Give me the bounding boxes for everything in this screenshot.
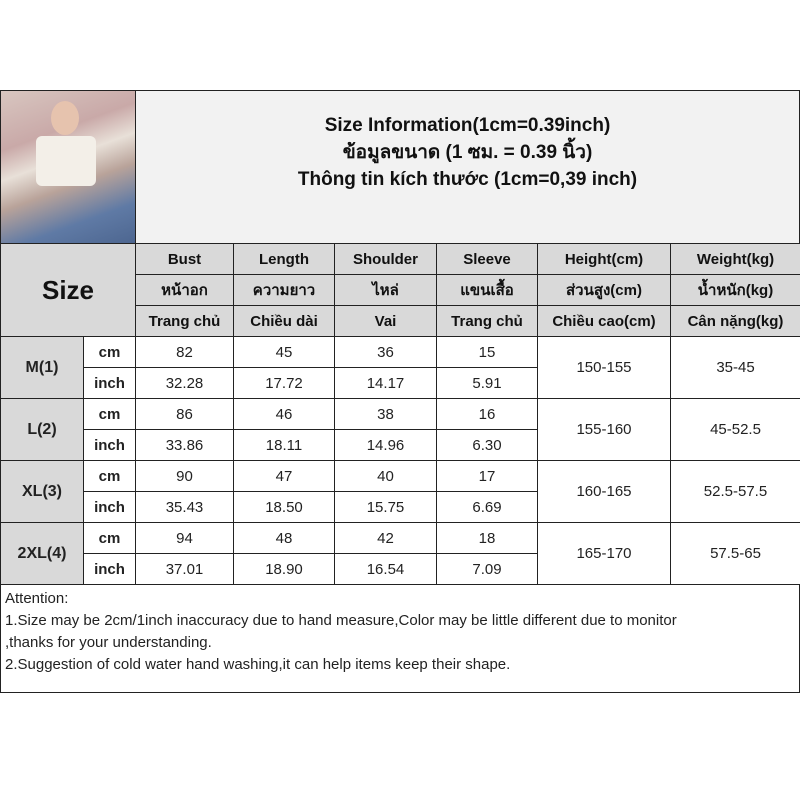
measurement-cell: 16 [436,398,538,430]
table-row: L(2) cm 86 46 38 16 155-160 45-52.5 [0,398,800,461]
header-row: หน้าอก ความยาว ไหล่ แขนเสื้อ ส่วนสูง(cm) น้ำห… [1,274,800,306]
column-header: Trang chủ [135,305,234,337]
column-header: น้ำหนัก(kg) [670,274,800,306]
column-header: Weight(kg) [670,243,800,275]
product-photo [1,91,136,243]
height-cell: 155-160 [537,398,671,461]
column-header: Cân nặng(kg) [670,305,800,337]
measurement-cell: 47 [233,460,335,492]
title-th: ข้อมูลขนาด (1 ซม. = 0.39 นิ้ว) [342,141,593,163]
column-header: Height(cm) [537,243,671,275]
measurement-cell: 5.91 [436,367,538,399]
size-label: M(1) [0,336,84,399]
table-row: 2XL(4) cm 94 48 42 18 165-170 57.5-65 [0,522,800,585]
size-label: 2XL(4) [0,522,84,585]
measurement-cell: 16.54 [334,553,437,585]
size-label: XL(3) [0,460,84,523]
column-header: Vai [334,305,437,337]
measurement-cell: 18.90 [233,553,335,585]
measurement-cell: 33.86 [135,429,234,461]
measurement-cell: 35.43 [135,491,234,523]
measurement-cell: 36 [334,336,437,368]
weight-cell: 57.5-65 [670,522,800,585]
column-header: ไหล่ [334,274,437,306]
unit-label: cm [83,336,136,368]
measurement-cell: 17.72 [233,367,335,399]
measurement-cell: 14.17 [334,367,437,399]
table-row: M(1) cm 82 45 36 15 150-155 35-45 [0,336,800,399]
measurement-cell: 37.01 [135,553,234,585]
unit-label: inch [83,491,136,523]
weight-cell: 52.5-57.5 [670,460,800,523]
unit-label: inch [83,429,136,461]
measurement-cell: 48 [233,522,335,554]
measurement-cell: 42 [334,522,437,554]
measurement-cell: 6.30 [436,429,538,461]
unit-label: inch [83,367,136,399]
measurement-cell: 90 [135,460,234,492]
height-cell: 160-165 [537,460,671,523]
header-row: Trang chủ Chiều dài Vai Trang chủ Chiều cao(… [1,305,800,337]
size-label: L(2) [0,398,84,461]
measurement-cell: 94 [135,522,234,554]
measurement-cell: 82 [135,336,234,368]
attention-heading: Attention: [5,590,69,607]
height-cell: 150-155 [537,336,671,399]
column-header: Shoulder [334,243,437,275]
height-cell: 165-170 [537,522,671,585]
measurement-cell: 40 [334,460,437,492]
unit-label: cm [83,398,136,430]
size-table: Size Bust Length Shoulder Sleeve Height(cm) We… [0,243,800,585]
measurement-cell: 46 [233,398,335,430]
column-header: แขนเสื้อ [436,274,538,306]
table-row: XL(3) cm 90 47 40 17 160-165 52.5-57.5 [0,460,800,523]
title-vi: Thông tin kích thước (1cm=0,39 inch) [297,168,638,190]
title-en: Size Information(1cm=0.39inch) [324,114,611,136]
measurement-cell: 18.11 [233,429,335,461]
column-header: Trang chủ [436,305,538,337]
column-header: หน้าอก [135,274,234,306]
measurement-cell: 18.50 [233,491,335,523]
measurement-cell: 17 [436,460,538,492]
table-row: inch 32.28 17.72 14.17 5.91 [1,367,800,399]
measurement-cell: 15 [436,336,538,368]
weight-cell: 35-45 [670,336,800,399]
attention-line: ,thanks for your understanding. [5,634,212,651]
measurement-cell: 45 [233,336,335,368]
unit-label: inch [83,553,136,585]
size-chart: Size Information(1cm=0.39inch) ข้อมูลขนา… [0,90,800,693]
header-row: Size Bust Length Shoulder Sleeve Height(cm) We… [0,243,800,337]
weight-cell: 45-52.5 [670,398,800,461]
table-row: inch 33.86 18.11 14.96 6.30 [1,429,800,461]
measurement-cell: 38 [334,398,437,430]
measurement-cell: 32.28 [135,367,234,399]
table-row: inch 37.01 18.90 16.54 7.09 [1,553,800,585]
size-header: Size [0,243,136,337]
column-header: Bust [135,243,234,275]
measurement-cell: 15.75 [334,491,437,523]
unit-label: cm [83,460,136,492]
measurement-cell: 7.09 [436,553,538,585]
unit-label: cm [83,522,136,554]
column-header: Sleeve [436,243,538,275]
column-header: Chiều dài [233,305,335,337]
attention-notes: Attention: 1.Size may be 2cm/1inch inacc… [0,585,800,693]
column-header: ส่วนสูง(cm) [537,274,671,306]
attention-line: 2.Suggestion of cold water hand washing,… [5,656,511,673]
column-header: Chiều cao(cm) [537,305,671,337]
column-header: ความยาว [233,274,335,306]
measurement-cell: 86 [135,398,234,430]
attention-line: 1.Size may be 2cm/1inch inaccuracy due t… [5,612,677,629]
measurement-cell: 18 [436,522,538,554]
column-header: Length [233,243,335,275]
measurement-cell: 14.96 [334,429,437,461]
measurement-cell: 6.69 [436,491,538,523]
chart-title: Size Information(1cm=0.39inch) ข้อมูลขนา… [136,91,799,243]
